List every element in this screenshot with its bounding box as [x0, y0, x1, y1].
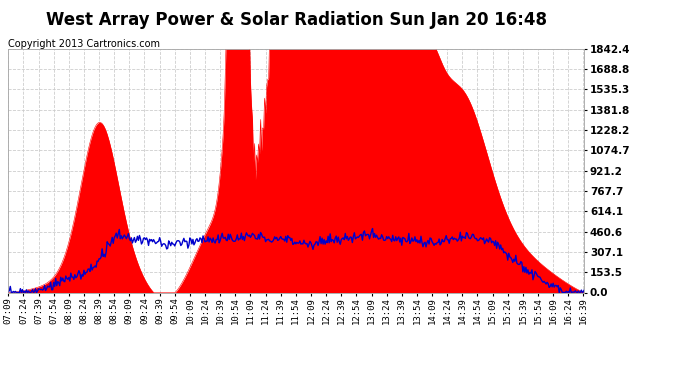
Text: Radiation (w/m2): Radiation (w/m2): [429, 25, 513, 34]
Text: West Array Power & Solar Radiation Sun Jan 20 16:48: West Array Power & Solar Radiation Sun J…: [46, 11, 547, 29]
Text: Copyright 2013 Cartronics.com: Copyright 2013 Cartronics.com: [8, 39, 160, 50]
Text: West Array  (DC Watts): West Array (DC Watts): [542, 25, 658, 34]
